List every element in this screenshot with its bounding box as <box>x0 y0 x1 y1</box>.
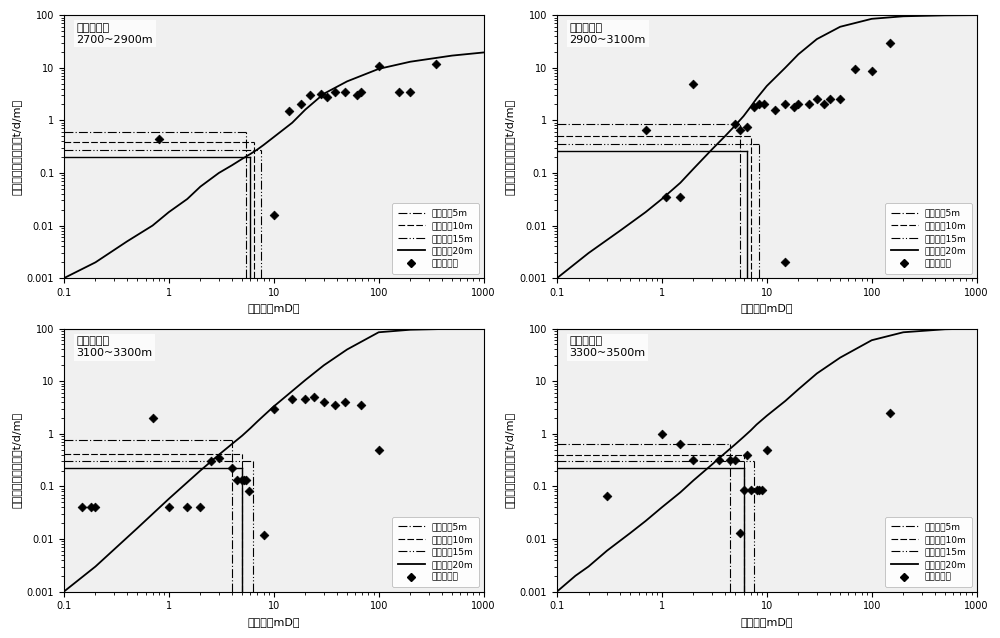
Point <box>87 502 103 512</box>
Text: 深度区间：
2700~2900m: 深度区间： 2700~2900m <box>76 23 153 45</box>
Point <box>428 59 444 69</box>
Text: 深度区间：
2900~3100m: 深度区间： 2900~3100m <box>570 23 646 45</box>
Point <box>711 455 727 465</box>
Point <box>786 102 802 112</box>
Point <box>224 463 240 473</box>
Point <box>302 90 318 100</box>
Point <box>685 455 701 465</box>
X-axis label: 渗透率（mD）: 渗透率（mD） <box>247 617 300 627</box>
Point <box>739 122 755 132</box>
Y-axis label: 单位厚度日产液量（t/d/m）: 单位厚度日产液量（t/d/m） <box>11 99 21 195</box>
Point <box>743 485 759 495</box>
Point <box>353 87 369 97</box>
Point <box>749 485 765 495</box>
Legend: 开发厚度5m, 开发厚度10m, 开发厚度15m, 开发厚度20m, 实测渗透率: 开发厚度5m, 开发厚度10m, 开发厚度15m, 开发厚度20m, 实测渗透率 <box>392 204 479 274</box>
Point <box>654 429 670 439</box>
Point <box>882 408 898 418</box>
Point <box>241 486 257 496</box>
Point <box>192 502 208 512</box>
Y-axis label: 单位厚度日产液量（t/d/m）: 单位厚度日产液量（t/d/m） <box>504 412 514 508</box>
Point <box>777 257 793 267</box>
X-axis label: 渗透率（mD）: 渗透率（mD） <box>741 617 793 627</box>
Point <box>203 456 219 466</box>
Point <box>327 87 343 97</box>
Point <box>313 89 329 99</box>
Point <box>391 87 407 97</box>
Point <box>211 452 227 463</box>
Point <box>722 455 738 465</box>
Point <box>809 94 825 105</box>
Point <box>864 66 880 77</box>
Text: 深度区间：
3300~3500m: 深度区间： 3300~3500m <box>570 336 646 358</box>
Point <box>751 100 767 110</box>
Point <box>746 102 762 112</box>
Point <box>284 394 300 404</box>
Point <box>161 502 177 512</box>
Point <box>756 100 772 110</box>
Point <box>732 528 748 538</box>
Point <box>319 92 335 102</box>
Point <box>751 485 767 495</box>
Point <box>816 100 832 110</box>
X-axis label: 渗透率（mD）: 渗透率（mD） <box>247 304 300 313</box>
Point <box>179 502 195 512</box>
Legend: 开发厚度5m, 开发厚度10m, 开发厚度15m, 开发厚度20m, 实测渗透率: 开发厚度5m, 开发厚度10m, 开发厚度15m, 开发厚度20m, 实测渗透率 <box>885 204 972 274</box>
X-axis label: 渗透率（mD）: 渗透率（mD） <box>741 304 793 313</box>
Point <box>229 475 245 486</box>
Text: 深度区间：
3100~3300m: 深度区间： 3100~3300m <box>76 336 153 358</box>
Point <box>599 491 615 501</box>
Point <box>672 438 688 449</box>
Point <box>847 64 863 74</box>
Point <box>337 87 353 97</box>
Y-axis label: 单位厚度日产液量（t/d/m）: 单位厚度日产液量（t/d/m） <box>11 412 21 508</box>
Point <box>882 38 898 48</box>
Legend: 开发厚度5m, 开发厚度10m, 开发厚度15m, 开发厚度20m, 实测渗透率: 开发厚度5m, 开发厚度10m, 开发厚度15m, 开发厚度20m, 实测渗透率 <box>392 517 479 587</box>
Point <box>402 87 418 97</box>
Point <box>739 450 755 460</box>
Point <box>256 530 272 540</box>
Point <box>736 485 752 495</box>
Point <box>74 502 90 512</box>
Point <box>266 210 282 220</box>
Legend: 开发厚度5m, 开发厚度10m, 开发厚度15m, 开发厚度20m, 实测渗透率: 开发厚度5m, 开发厚度10m, 开发厚度15m, 开发厚度20m, 实测渗透率 <box>885 517 972 587</box>
Point <box>306 392 322 402</box>
Point <box>316 397 332 407</box>
Point <box>371 445 387 455</box>
Point <box>238 475 254 486</box>
Point <box>801 100 817 110</box>
Point <box>353 400 369 410</box>
Point <box>151 133 167 144</box>
Point <box>293 100 309 110</box>
Point <box>236 475 252 486</box>
Point <box>371 61 387 71</box>
Point <box>822 94 838 105</box>
Point <box>727 119 743 129</box>
Point <box>777 100 793 110</box>
Point <box>759 445 775 455</box>
Point <box>790 100 806 110</box>
Y-axis label: 单位厚度日产液量（t/d/m）: 单位厚度日产液量（t/d/m） <box>504 99 514 195</box>
Point <box>638 125 654 135</box>
Point <box>281 106 297 116</box>
Point <box>658 192 674 202</box>
Point <box>767 105 783 115</box>
Point <box>727 455 743 465</box>
Point <box>349 90 365 100</box>
Point <box>234 475 250 486</box>
Point <box>732 125 748 135</box>
Point <box>685 78 701 89</box>
Point <box>145 413 161 423</box>
Point <box>327 400 343 410</box>
Point <box>266 404 282 414</box>
Point <box>754 485 770 495</box>
Point <box>83 502 99 512</box>
Point <box>672 192 688 202</box>
Point <box>337 397 353 407</box>
Point <box>297 394 313 404</box>
Point <box>832 94 848 105</box>
